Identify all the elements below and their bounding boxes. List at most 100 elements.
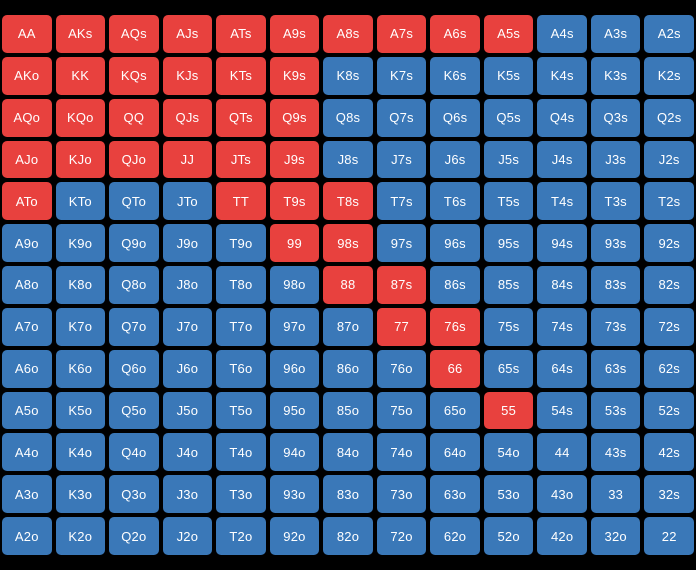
hand-cell-k2o[interactable]: K2o [55,517,106,555]
hand-cell-j5o[interactable]: J5o [162,391,213,430]
hand-cell-q2o[interactable]: Q2o [109,517,159,555]
hand-cell-42s[interactable]: 42s [644,433,694,472]
hand-cell-ajs[interactable]: AJs [162,15,213,53]
hand-cell-95o[interactable]: 95o [269,391,320,430]
hand-cell-97o[interactable]: 97o [269,307,320,346]
hand-cell-t6o[interactable]: T6o [216,349,266,388]
hand-cell-j5s[interactable]: J5s [483,140,534,179]
hand-cell-53s[interactable]: 53s [590,391,641,430]
hand-cell-84s[interactable]: 84s [537,266,587,304]
hand-cell-ato[interactable]: ATo [2,182,52,221]
hand-cell-j7s[interactable]: J7s [376,140,427,179]
hand-cell-k8o[interactable]: K8o [55,266,106,304]
hand-cell-q2s[interactable]: Q2s [644,98,694,137]
hand-cell-53o[interactable]: 53o [483,475,534,514]
hand-cell-87o[interactable]: 87o [323,307,373,346]
hand-cell-a4s[interactable]: A4s [537,15,587,53]
hand-cell-kqs[interactable]: KQs [109,56,159,95]
hand-cell-t4s[interactable]: T4s [537,182,587,221]
hand-cell-a9o[interactable]: A9o [2,224,52,263]
hand-cell-j8s[interactable]: J8s [323,140,373,179]
hand-cell-q5s[interactable]: Q5s [483,98,534,137]
hand-cell-k9o[interactable]: K9o [55,224,106,263]
hand-cell-a2o[interactable]: A2o [2,517,52,555]
hand-cell-42o[interactable]: 42o [537,517,587,555]
hand-cell-k2s[interactable]: K2s [644,56,694,95]
hand-cell-kk[interactable]: KK [55,56,106,95]
hand-cell-k5s[interactable]: K5s [483,56,534,95]
hand-cell-86s[interactable]: 86s [430,266,480,304]
hand-cell-t9s[interactable]: T9s [269,182,320,221]
hand-cell-62o[interactable]: 62o [430,517,480,555]
hand-cell-22[interactable]: 22 [644,517,694,555]
hand-cell-q9s[interactable]: Q9s [269,98,320,137]
hand-cell-74o[interactable]: 74o [376,433,427,472]
hand-cell-t7s[interactable]: T7s [376,182,427,221]
hand-cell-a4o[interactable]: A4o [2,433,52,472]
hand-cell-a7o[interactable]: A7o [2,307,52,346]
hand-cell-k7o[interactable]: K7o [55,307,106,346]
hand-cell-75s[interactable]: 75s [483,307,534,346]
hand-cell-t2o[interactable]: T2o [216,517,266,555]
hand-cell-t5o[interactable]: T5o [216,391,266,430]
hand-cell-kjs[interactable]: KJs [162,56,213,95]
hand-cell-q9o[interactable]: Q9o [109,224,159,263]
hand-cell-72o[interactable]: 72o [376,517,427,555]
hand-cell-76s[interactable]: 76s [430,307,480,346]
hand-cell-88[interactable]: 88 [323,266,373,304]
hand-cell-j9s[interactable]: J9s [269,140,320,179]
hand-cell-98s[interactable]: 98s [323,224,373,263]
hand-cell-q4s[interactable]: Q4s [537,98,587,137]
hand-cell-qjs[interactable]: QJs [162,98,213,137]
hand-cell-76o[interactable]: 76o [376,349,427,388]
hand-cell-jto[interactable]: JTo [162,182,213,221]
hand-cell-86o[interactable]: 86o [323,349,373,388]
hand-cell-a8s[interactable]: A8s [323,15,373,53]
hand-cell-92o[interactable]: 92o [269,517,320,555]
hand-cell-52s[interactable]: 52s [644,391,694,430]
hand-cell-aqs[interactable]: AQs [109,15,159,53]
hand-cell-43s[interactable]: 43s [590,433,641,472]
hand-cell-aks[interactable]: AKs [55,15,106,53]
hand-cell-k5o[interactable]: K5o [55,391,106,430]
hand-cell-a6o[interactable]: A6o [2,349,52,388]
hand-cell-q8o[interactable]: Q8o [109,266,159,304]
hand-cell-64s[interactable]: 64s [537,349,587,388]
hand-cell-j4o[interactable]: J4o [162,433,213,472]
hand-cell-43o[interactable]: 43o [537,475,587,514]
hand-cell-82s[interactable]: 82s [644,266,694,304]
hand-cell-t3s[interactable]: T3s [590,182,641,221]
hand-cell-a6s[interactable]: A6s [430,15,480,53]
hand-cell-k3o[interactable]: K3o [55,475,106,514]
hand-cell-j7o[interactable]: J7o [162,307,213,346]
hand-cell-65s[interactable]: 65s [483,349,534,388]
hand-cell-a3o[interactable]: A3o [2,475,52,514]
hand-cell-j9o[interactable]: J9o [162,224,213,263]
hand-cell-64o[interactable]: 64o [430,433,480,472]
hand-cell-k6o[interactable]: K6o [55,349,106,388]
hand-cell-96o[interactable]: 96o [269,349,320,388]
hand-cell-k3s[interactable]: K3s [590,56,641,95]
hand-cell-j4s[interactable]: J4s [537,140,587,179]
hand-cell-87s[interactable]: 87s [376,266,427,304]
hand-cell-98o[interactable]: 98o [269,266,320,304]
hand-cell-aqo[interactable]: AQo [2,98,52,137]
hand-cell-k9s[interactable]: K9s [269,56,320,95]
hand-cell-t3o[interactable]: T3o [216,475,266,514]
hand-cell-qto[interactable]: QTo [109,182,159,221]
hand-cell-t8o[interactable]: T8o [216,266,266,304]
hand-cell-t4o[interactable]: T4o [216,433,266,472]
hand-cell-q6o[interactable]: Q6o [109,349,159,388]
hand-cell-ako[interactable]: AKo [2,56,52,95]
hand-cell-j8o[interactable]: J8o [162,266,213,304]
hand-cell-73s[interactable]: 73s [590,307,641,346]
hand-cell-a5s[interactable]: A5s [483,15,534,53]
hand-cell-54o[interactable]: 54o [483,433,534,472]
hand-cell-93o[interactable]: 93o [269,475,320,514]
hand-cell-85o[interactable]: 85o [323,391,373,430]
hand-cell-k7s[interactable]: K7s [376,56,427,95]
hand-cell-a8o[interactable]: A8o [2,266,52,304]
hand-cell-t7o[interactable]: T7o [216,307,266,346]
hand-cell-a7s[interactable]: A7s [376,15,427,53]
hand-cell-t6s[interactable]: T6s [430,182,480,221]
